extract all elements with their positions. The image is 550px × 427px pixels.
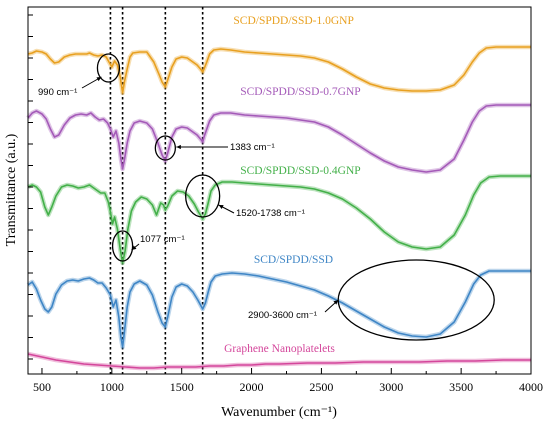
annotation-label-1: 1383 cm⁻¹ bbox=[230, 142, 275, 153]
series-label-2: SCD/SPDD/SSD-0.4GNP bbox=[240, 165, 360, 177]
annotation-arrowhead-0 bbox=[96, 77, 102, 82]
annotation-layer: 990 cm⁻¹ 1383 cm⁻¹ 1520-1738 cm⁻¹ 1077 cm⁻¹… bbox=[38, 76, 339, 321]
series-label-0: SCD/SPDD/SSD-1.0GNP bbox=[233, 15, 353, 27]
series-line-2 bbox=[27, 175, 531, 264]
x-axis-title: Wavenumber (cm⁻¹) bbox=[221, 405, 337, 420]
ellipse-990 bbox=[96, 53, 121, 83]
x-tick-label-3000: 3000 bbox=[379, 380, 403, 394]
reference-lines bbox=[109, 7, 204, 374]
x-tick-label-1500: 1500 bbox=[170, 380, 194, 394]
series-label-4: Graphene Nanoplatelets bbox=[224, 343, 335, 355]
y-axis-title: Transmittance (a.u.) bbox=[4, 133, 19, 246]
ellipse-1077 bbox=[111, 230, 134, 262]
x-tick-label-500: 500 bbox=[33, 380, 51, 394]
series-line-0 bbox=[27, 46, 531, 94]
x-tick-label-2500: 2500 bbox=[309, 380, 333, 394]
annotation-label-3: 1077 cm⁻¹ bbox=[140, 234, 185, 245]
series-line-3 bbox=[27, 270, 531, 348]
x-tick-label-2000: 2000 bbox=[240, 380, 264, 394]
annotation-label-2: 1520-1738 cm⁻¹ bbox=[236, 208, 305, 219]
annotation-arrowhead-4 bbox=[333, 300, 339, 305]
plot-background bbox=[28, 7, 531, 374]
series-label-1: SCD/SPDD/SSD-0.7GNP bbox=[240, 86, 360, 98]
axis-ticks bbox=[28, 14, 532, 374]
x-tick-label-1000: 1000 bbox=[100, 380, 124, 394]
annotation-label-4: 2900-3600 cm⁻¹ bbox=[248, 310, 317, 321]
series-label-3: SCD/SPDD/SSD bbox=[254, 254, 333, 266]
x-tick-label-3500: 3500 bbox=[449, 380, 473, 394]
series-line-4 bbox=[27, 353, 531, 369]
series-layer: SCD/SPDD/SSD-1.0GNP SCD/SPDD/SSD-0.7GNP SC… bbox=[26, 15, 531, 371]
series-line-1 bbox=[27, 104, 531, 173]
x-tick-label-4000: 4000 bbox=[519, 380, 543, 394]
ellipse-1520-1738 bbox=[185, 174, 221, 218]
annotation-label-0: 990 cm⁻¹ bbox=[38, 87, 77, 98]
annotation-arrowhead-1 bbox=[176, 144, 181, 150]
plot-frame bbox=[27, 6, 532, 375]
ellipse-1383 bbox=[154, 135, 176, 161]
annotation-arrowhead-2 bbox=[218, 205, 224, 210]
x-tick-labels: 500 1000 1500 2000 2500 3000 3500 4000 bbox=[33, 380, 543, 394]
annotation-arrowhead-3 bbox=[131, 245, 137, 250]
